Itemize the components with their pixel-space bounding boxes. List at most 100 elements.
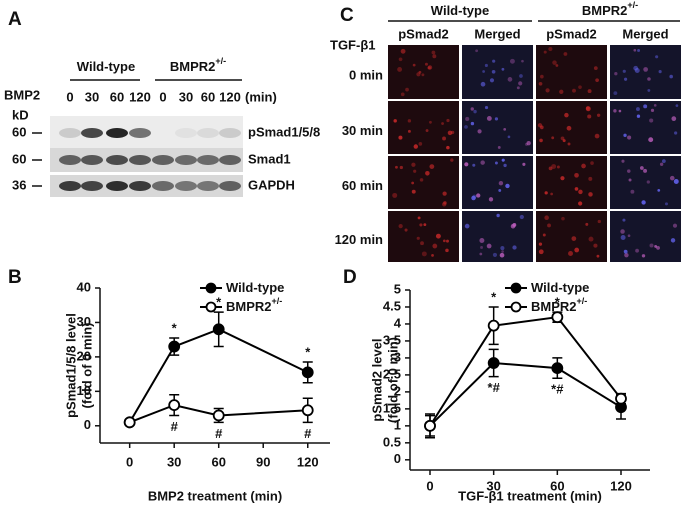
blot-band <box>129 155 151 165</box>
cell <box>662 159 666 163</box>
cell <box>664 202 668 206</box>
cell <box>552 60 557 65</box>
cell <box>404 228 408 232</box>
cell <box>590 161 594 165</box>
group-label-text: BMPR2 <box>582 3 628 18</box>
legend-label-text: BMPR2 <box>226 299 272 314</box>
micrograph <box>462 101 533 154</box>
series-line <box>429 361 622 427</box>
cell <box>562 139 566 143</box>
cell <box>556 165 560 169</box>
cell <box>512 245 517 250</box>
data-point <box>615 392 627 405</box>
significance-label: * <box>491 289 497 304</box>
cell <box>472 194 477 199</box>
y-tick-label: 0 <box>84 417 91 432</box>
y-tick-label: 20 <box>77 348 91 363</box>
y-tick-label: 0 <box>394 451 401 466</box>
cell <box>407 129 411 133</box>
cell <box>496 213 500 218</box>
significance-label: * <box>305 344 311 359</box>
cell <box>635 248 639 253</box>
cell <box>560 136 565 141</box>
cell <box>623 133 627 137</box>
cell <box>499 252 505 258</box>
lane-label: 0 <box>66 89 73 104</box>
series-line <box>129 404 308 424</box>
row-label: pSmad1/5/8 <box>248 124 320 139</box>
cell <box>445 248 449 253</box>
treatment-label: TGF-β1 <box>330 37 376 52</box>
cell <box>566 125 572 131</box>
data-point <box>123 416 136 429</box>
legend-label: BMPR2+/- <box>531 296 587 314</box>
cell <box>492 59 496 63</box>
cell <box>464 125 468 129</box>
cell <box>624 77 628 81</box>
x-tick-label: 90 <box>256 454 270 469</box>
lane-label: 30 <box>179 89 193 104</box>
cell <box>540 74 544 79</box>
y-axis-label: (fold of 0 min) <box>385 337 400 423</box>
cell <box>539 125 544 130</box>
cell <box>425 129 429 132</box>
cell <box>646 180 650 184</box>
y-tick-label: 3 <box>394 349 401 364</box>
y-tick-label: 4 <box>394 315 402 330</box>
cell <box>470 121 475 126</box>
cell <box>627 169 631 173</box>
data-point <box>212 323 225 336</box>
cell <box>544 215 549 221</box>
cell <box>419 178 424 182</box>
column-label: Merged <box>474 26 520 41</box>
panel-label: B <box>8 267 22 288</box>
blot-band <box>197 128 219 138</box>
cell <box>627 234 631 238</box>
cell <box>397 66 403 72</box>
cell <box>567 142 571 146</box>
lane-label: 120 <box>219 89 241 104</box>
cell <box>480 81 486 87</box>
cell <box>649 118 654 123</box>
data-point <box>424 419 436 432</box>
cell <box>618 109 622 113</box>
cell <box>510 223 516 229</box>
cell <box>411 189 416 194</box>
cell <box>416 72 421 77</box>
cell <box>500 246 505 251</box>
cell <box>518 81 523 86</box>
cell <box>526 140 531 146</box>
cell <box>420 241 424 246</box>
cell <box>581 163 586 169</box>
cell <box>398 223 403 229</box>
cell <box>637 49 641 52</box>
group-label: BMPR2+/- <box>170 56 226 74</box>
cell <box>475 49 479 53</box>
micrograph <box>388 211 459 262</box>
cell <box>547 223 551 228</box>
blot-band <box>175 181 197 191</box>
cell <box>519 214 524 220</box>
panel-label: C <box>340 5 354 26</box>
cell <box>596 254 600 258</box>
row-label: 30 min <box>342 123 383 138</box>
y-axis-label: pSmad2 level <box>369 338 384 421</box>
cell <box>559 89 564 94</box>
cell <box>498 180 504 186</box>
cell <box>641 200 646 205</box>
data-point <box>487 319 500 332</box>
cell <box>643 67 648 72</box>
blot-band <box>175 155 197 165</box>
cell <box>655 55 659 59</box>
cell <box>494 117 499 121</box>
cell <box>560 176 565 181</box>
cell <box>519 74 523 78</box>
y-tick-label: 30 <box>77 314 91 329</box>
cell <box>435 233 441 239</box>
lane-label: 0 <box>159 89 166 104</box>
cell <box>480 160 485 165</box>
micrograph <box>462 211 533 262</box>
significance-label: *# <box>551 382 564 397</box>
lane-label: 60 <box>110 89 124 104</box>
y-tick-label: 0.5 <box>383 434 401 449</box>
